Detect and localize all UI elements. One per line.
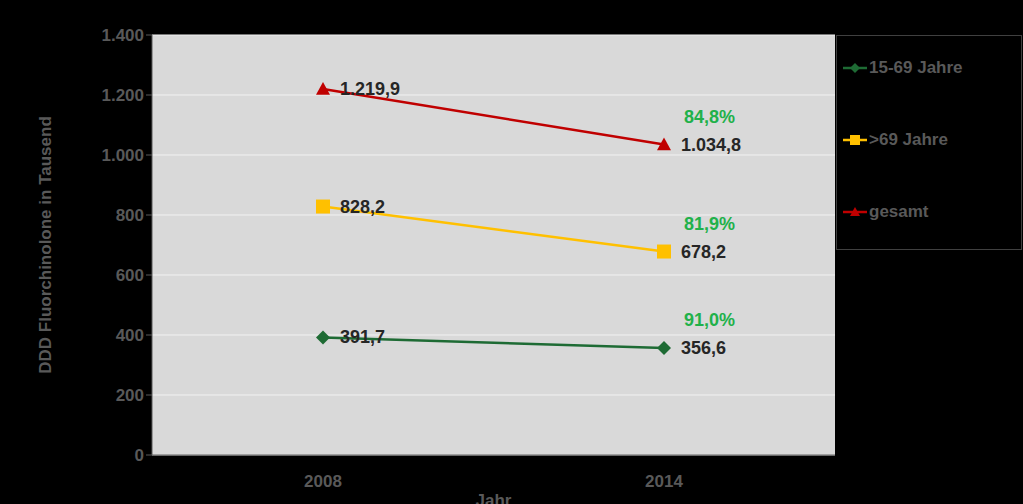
svg-text:2008: 2008 [304,472,342,491]
html-text:gesamt: gesamt [869,202,929,221]
svg-text:Jahr: Jahr [476,491,512,504]
svg-text:84,8%: 84,8% [684,107,735,127]
svg-text:1.219,9: 1.219,9 [340,79,400,99]
svg-text:600: 600 [116,266,144,285]
svg-text:400: 400 [116,326,144,345]
svg-text:1.400: 1.400 [101,26,144,45]
html-text:15-69 Jahre: 15-69 Jahre [869,58,963,77]
svg-text:800: 800 [116,206,144,225]
svg-text:678,2: 678,2 [681,242,726,262]
svg-text:1.200: 1.200 [101,86,144,105]
svg-text:391,7: 391,7 [340,327,385,347]
svg-text:1.000: 1.000 [101,146,144,165]
svg-text:91,0%: 91,0% [684,310,735,330]
svg-text:DDD Fluorchinolone in Tausend: DDD Fluorchinolone in Tausend [36,116,55,374]
html-text:>69 Jahre: >69 Jahre [869,130,948,149]
svg-text:200: 200 [116,386,144,405]
svg-text:2014: 2014 [645,472,683,491]
svg-text:1.034,8: 1.034,8 [681,135,741,155]
svg-text:81,9%: 81,9% [684,214,735,234]
svg-text:356,6: 356,6 [681,338,726,358]
svg-text:0: 0 [135,446,144,465]
svg-text:828,2: 828,2 [340,197,385,217]
